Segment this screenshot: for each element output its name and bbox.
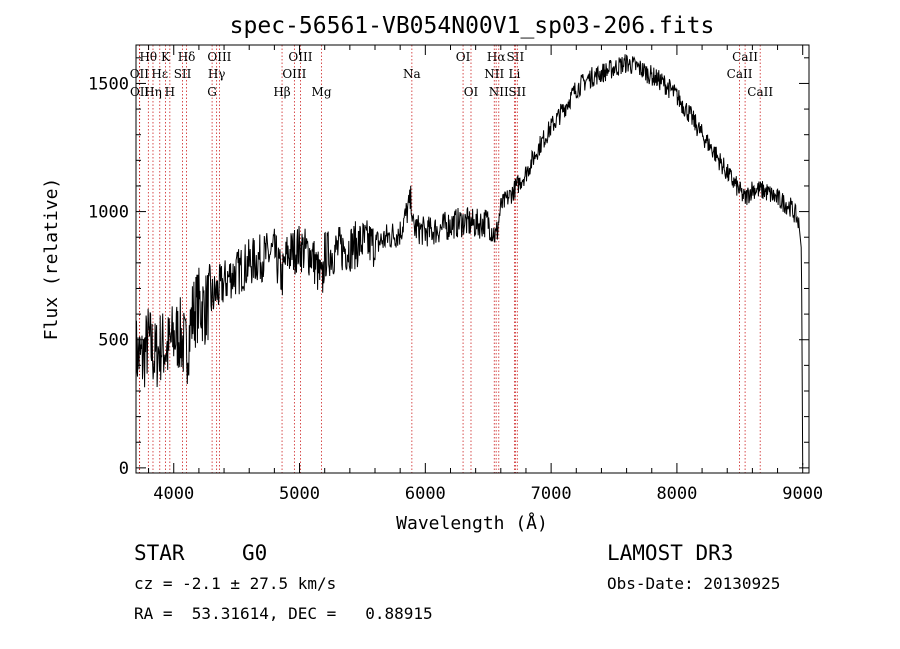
x-tick-label-7000: 7000	[531, 484, 572, 504]
line-marker-label-3: Hε	[151, 67, 168, 81]
y-tick-label-0: 0	[119, 459, 129, 479]
y-tick-label-1000: 1000	[88, 203, 129, 223]
line-marker-label-13: OIII	[282, 67, 306, 81]
line-marker-label-20: NII	[484, 67, 504, 81]
line-marker-label-26: CaII	[727, 67, 753, 81]
line-marker-label-19: Hα	[487, 50, 506, 64]
y-axis-label: Flux (relative)	[41, 178, 62, 341]
redshift-text: cz = -2.1 ± 27.5 km/s	[134, 574, 337, 593]
line-marker-label-25: CaII	[732, 50, 758, 64]
x-axis-label: Wavelength (Å)	[396, 512, 548, 534]
line-marker-label-11: G	[207, 85, 217, 99]
x-tick-label-8000: 8000	[656, 484, 697, 504]
object-subclass: G0	[242, 541, 268, 565]
object-class: STAR	[134, 541, 185, 565]
line-marker-label-16: Na	[403, 67, 421, 81]
plot-frame	[135, 44, 810, 474]
x-tick-label-5000: 5000	[279, 484, 320, 504]
line-marker-label-27: CaII	[747, 85, 773, 99]
obs-date: Obs-Date: 20130925	[607, 574, 781, 593]
line-marker-label-2: OII	[130, 85, 150, 99]
line-marker-label-14: Hβ	[273, 85, 290, 99]
spectrum-series	[135, 54, 804, 466]
y-tick-label-500: 500	[98, 331, 129, 351]
x-tick-label-9000: 9000	[782, 484, 823, 504]
line-marker-label-8: SII	[174, 67, 192, 81]
y-tick-label-1500: 1500	[88, 74, 129, 94]
x-axis: 4000 5000 6000 7000 8000 9000	[148, 45, 823, 504]
survey-name: LAMOST DR3	[607, 541, 734, 565]
line-marker-label-17: OI	[456, 50, 471, 64]
line-marker-label-9: OIII	[207, 50, 231, 64]
x-tick-label-6000: 6000	[405, 484, 446, 504]
line-marker-label-7: H	[165, 85, 175, 99]
line-marker-label-5: Hη	[144, 85, 162, 99]
line-marker-label-23: Li	[508, 67, 520, 81]
coordinates: RA = 53.31614, DEC = 0.88915	[134, 604, 433, 623]
line-marker-label-18: OI	[464, 85, 479, 99]
spectrum-line	[135, 54, 804, 466]
line-marker-label-15: Mg	[312, 85, 332, 99]
line-marker-label-4: K	[161, 50, 171, 64]
line-marker-label-6: Hδ	[178, 50, 196, 64]
line-marker-label-10: Hγ	[208, 67, 226, 81]
x-tick-label-4000: 4000	[153, 484, 194, 504]
chart-title: spec-56561-VB054N00V1_sp03-206.fits	[230, 13, 715, 39]
line-marker-label-0: Hθ	[139, 50, 157, 64]
y-axis: 0 500 1000 1500	[88, 57, 809, 479]
line-marker-label-22: SII	[507, 50, 525, 64]
line-marker-label-24: SII	[508, 85, 526, 99]
line-marker-label-21: NII	[489, 85, 509, 99]
line-marker-label-12: OIII	[288, 50, 312, 64]
